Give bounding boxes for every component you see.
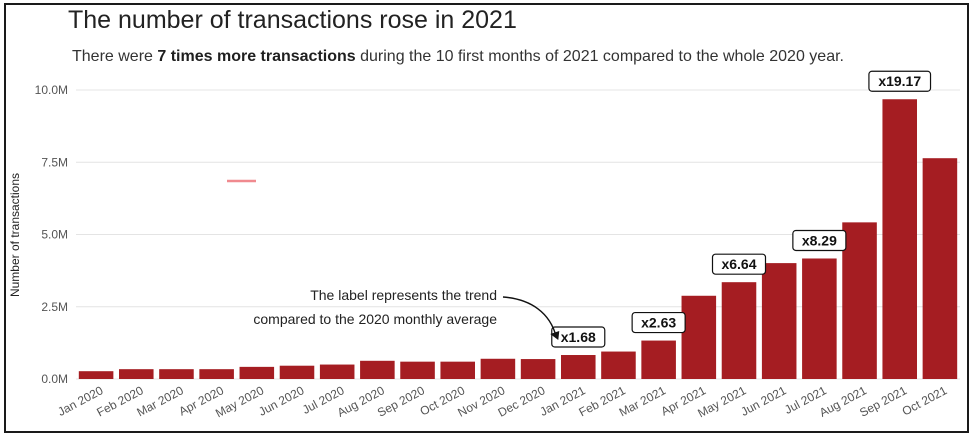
subtitle-prefix: There were [72,48,158,65]
bar [199,369,234,379]
data-label: x2.63 [641,315,676,331]
data-label: x8.29 [802,232,837,248]
bar [560,355,596,379]
data-label-box [631,311,686,334]
y-tick-label: 10.0M [35,83,68,97]
bar [802,258,837,379]
annotation-arrowhead [550,331,560,341]
subtitle-bold: 7 times more transactions [157,48,356,65]
bar [520,359,556,379]
bar [279,365,315,379]
bar [601,351,636,379]
y-tick-label: 2.5M [41,300,68,314]
chart-title: The number of transactions rose in 2021 [68,6,517,34]
data-label-box [711,253,767,275]
data-label-box [868,70,932,92]
chart-subtitle: There were 7 times more transactions dur… [72,48,844,66]
chart-frame [4,3,969,433]
data-label: x19.17 [878,73,921,89]
y-tick-label: 0.0M [41,372,68,386]
y-axis-label: Number of transactions [8,173,22,297]
annotation-line-2: compared to the 2020 monthly average [253,311,497,327]
bar [922,158,958,379]
y-axis-ticks: 0.0M 2.5M 5.0M 7.5M 10.0M [35,83,68,386]
bar [842,222,877,379]
bar [440,361,476,379]
y-tick-label: 5.0M [41,228,68,242]
bar [319,364,355,379]
bar [360,360,395,379]
bar [882,99,918,380]
bar [239,366,275,379]
bar [641,340,676,379]
subtitle-suffix: during the 10 first months of 2021 compa… [355,48,844,65]
x-tick-label: Oct 2021 [900,383,950,418]
x-tick-label: Mar 2020 [135,383,187,419]
bars [78,99,958,380]
data-label-box [792,229,847,252]
bar [681,295,717,379]
data-label: x1.68 [561,329,596,345]
bar [78,371,114,379]
annotation-line-1: The label represents the trend [310,287,497,303]
annotation-arrow [502,296,557,338]
bar [400,361,435,379]
x-tick-label: Jun 2021 [738,383,788,419]
bar [761,263,797,379]
annotation: The label represents the trend compared … [253,287,560,341]
bar [159,369,194,379]
bar [118,369,154,379]
y-tick-label: 7.5M [41,155,68,169]
data-label: x6.64 [721,256,756,272]
bar [480,358,516,379]
x-tick-label: Mar 2021 [617,383,669,419]
x-tick-label: Jun 2020 [256,383,306,419]
data-label-box [551,326,606,348]
data-labels: x1.68 x2.63 x6.64 x8.29 x19.17 [551,70,932,348]
bar [721,282,757,379]
